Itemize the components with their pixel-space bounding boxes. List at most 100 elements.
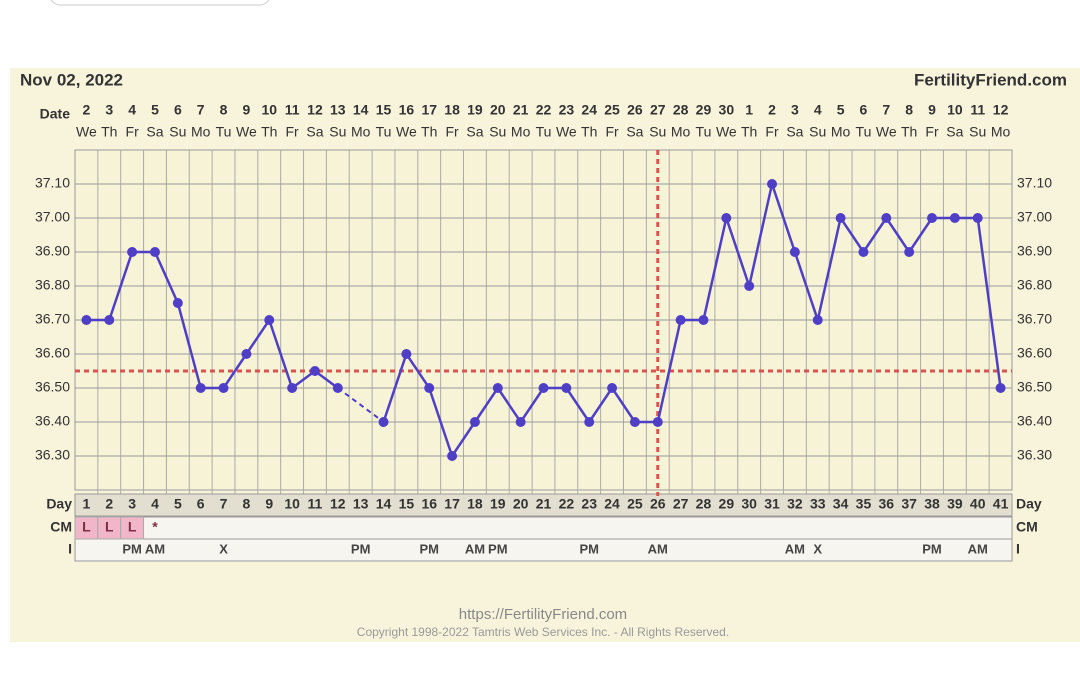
date-label: 4 — [814, 102, 822, 118]
date-label: 25 — [604, 102, 620, 118]
day-label: 29 — [719, 496, 735, 512]
weekday-label: Fr — [925, 124, 939, 140]
day-label: 22 — [559, 496, 575, 512]
day-label: 27 — [673, 496, 689, 512]
row-label: I — [1016, 541, 1020, 557]
temperature-point — [629, 417, 640, 427]
date-label: 13 — [330, 102, 346, 118]
intercourse-value: PM — [579, 541, 599, 556]
day-label: 20 — [513, 496, 529, 512]
weekday-label: Tu — [216, 124, 232, 140]
day-label: 3 — [128, 496, 136, 512]
day-label: 32 — [787, 496, 803, 512]
y-tick-label: 36.60 — [35, 345, 70, 361]
day-label: 5 — [174, 496, 182, 512]
date-label: 14 — [353, 102, 369, 118]
day-label: 6 — [197, 496, 205, 512]
temperature-point — [675, 315, 686, 325]
date-label: 5 — [837, 102, 845, 118]
day-label: 16 — [421, 496, 437, 512]
date-label: 2 — [83, 102, 91, 118]
temperature-point — [995, 383, 1006, 393]
temperature-point — [858, 247, 869, 257]
date-label: 26 — [627, 102, 643, 118]
date-label: 15 — [376, 102, 392, 118]
day-label: 24 — [604, 496, 620, 512]
date-label: 10 — [947, 102, 963, 118]
y-tick-label: 36.30 — [1017, 447, 1052, 463]
y-tick-label: 36.50 — [1017, 379, 1052, 395]
footer-url: https://FertilityFriend.com — [459, 606, 627, 623]
weekday-label: Fr — [765, 124, 779, 140]
y-tick-label: 36.90 — [35, 243, 70, 259]
temperature-point — [607, 383, 618, 393]
temperature-point — [172, 298, 183, 308]
temperature-point — [424, 383, 435, 393]
weekday-label: Th — [581, 124, 597, 140]
temperature-point — [812, 315, 823, 325]
date-label: 10 — [261, 102, 277, 118]
day-label: 37 — [901, 496, 917, 512]
row-label: Day — [1016, 496, 1042, 512]
row-label: I — [68, 541, 72, 557]
site-name: FertilityFriend.com — [914, 70, 1067, 89]
date-label: 12 — [993, 102, 1009, 118]
temperature-point — [149, 247, 160, 257]
date-label: 6 — [860, 102, 868, 118]
y-tick-label: 36.60 — [1017, 345, 1052, 361]
weekday-label: Tu — [856, 124, 872, 140]
date-label: 24 — [581, 102, 597, 118]
y-tick-label: 36.70 — [1017, 311, 1052, 327]
weekday-label: Tu — [376, 124, 392, 140]
temperature-point — [492, 383, 503, 393]
date-label: 8 — [905, 102, 913, 118]
intercourse-value: AM — [145, 541, 165, 556]
temperature-point — [264, 315, 275, 325]
temperature-point — [241, 349, 252, 359]
date-label: 8 — [220, 102, 228, 118]
temperature-point — [538, 383, 549, 393]
y-tick-label: 36.90 — [1017, 243, 1052, 259]
weekday-label: Mo — [511, 124, 531, 140]
temperature-point — [287, 383, 298, 393]
day-label: 25 — [627, 496, 643, 512]
weekday-label: Th — [901, 124, 917, 140]
date-label: 16 — [399, 102, 415, 118]
weekday-label: Th — [741, 124, 757, 140]
cm-cell — [120, 516, 145, 540]
date-label: Date — [40, 106, 71, 122]
temperature-point — [949, 213, 960, 223]
weekday-label: Sa — [146, 124, 163, 140]
y-tick-label: 37.10 — [35, 175, 70, 191]
date-label: 17 — [421, 102, 437, 118]
day-label: 19 — [490, 496, 506, 512]
weekday-label: We — [556, 124, 577, 140]
date-label: 7 — [197, 102, 205, 118]
day-label: 12 — [330, 496, 346, 512]
temperature-point — [515, 417, 526, 427]
weekday-label: Th — [421, 124, 437, 140]
weekday-label: Sa — [466, 124, 483, 140]
cm-row — [74, 516, 1013, 540]
y-tick-label: 37.10 — [1017, 175, 1052, 191]
day-label: 1 — [83, 496, 91, 512]
intercourse-value: X — [813, 541, 822, 556]
intercourse-value: PM — [122, 541, 142, 556]
date-label: 28 — [673, 102, 689, 118]
intercourse-value: PM — [922, 541, 942, 556]
day-label: 30 — [741, 496, 757, 512]
date-label: 5 — [151, 102, 159, 118]
date-label: 12 — [307, 102, 323, 118]
intercourse-value: PM — [351, 541, 371, 556]
y-tick-label: 36.40 — [35, 413, 70, 429]
weekday-label: Tu — [536, 124, 552, 140]
day-label: 38 — [924, 496, 940, 512]
y-tick-label: 36.70 — [35, 311, 70, 327]
y-tick-label: 36.40 — [1017, 413, 1052, 429]
date-label: 23 — [559, 102, 575, 118]
temperature-point — [378, 417, 389, 427]
y-tick-label: 36.50 — [35, 379, 70, 395]
date-label: 30 — [719, 102, 735, 118]
date-label: 21 — [513, 102, 529, 118]
